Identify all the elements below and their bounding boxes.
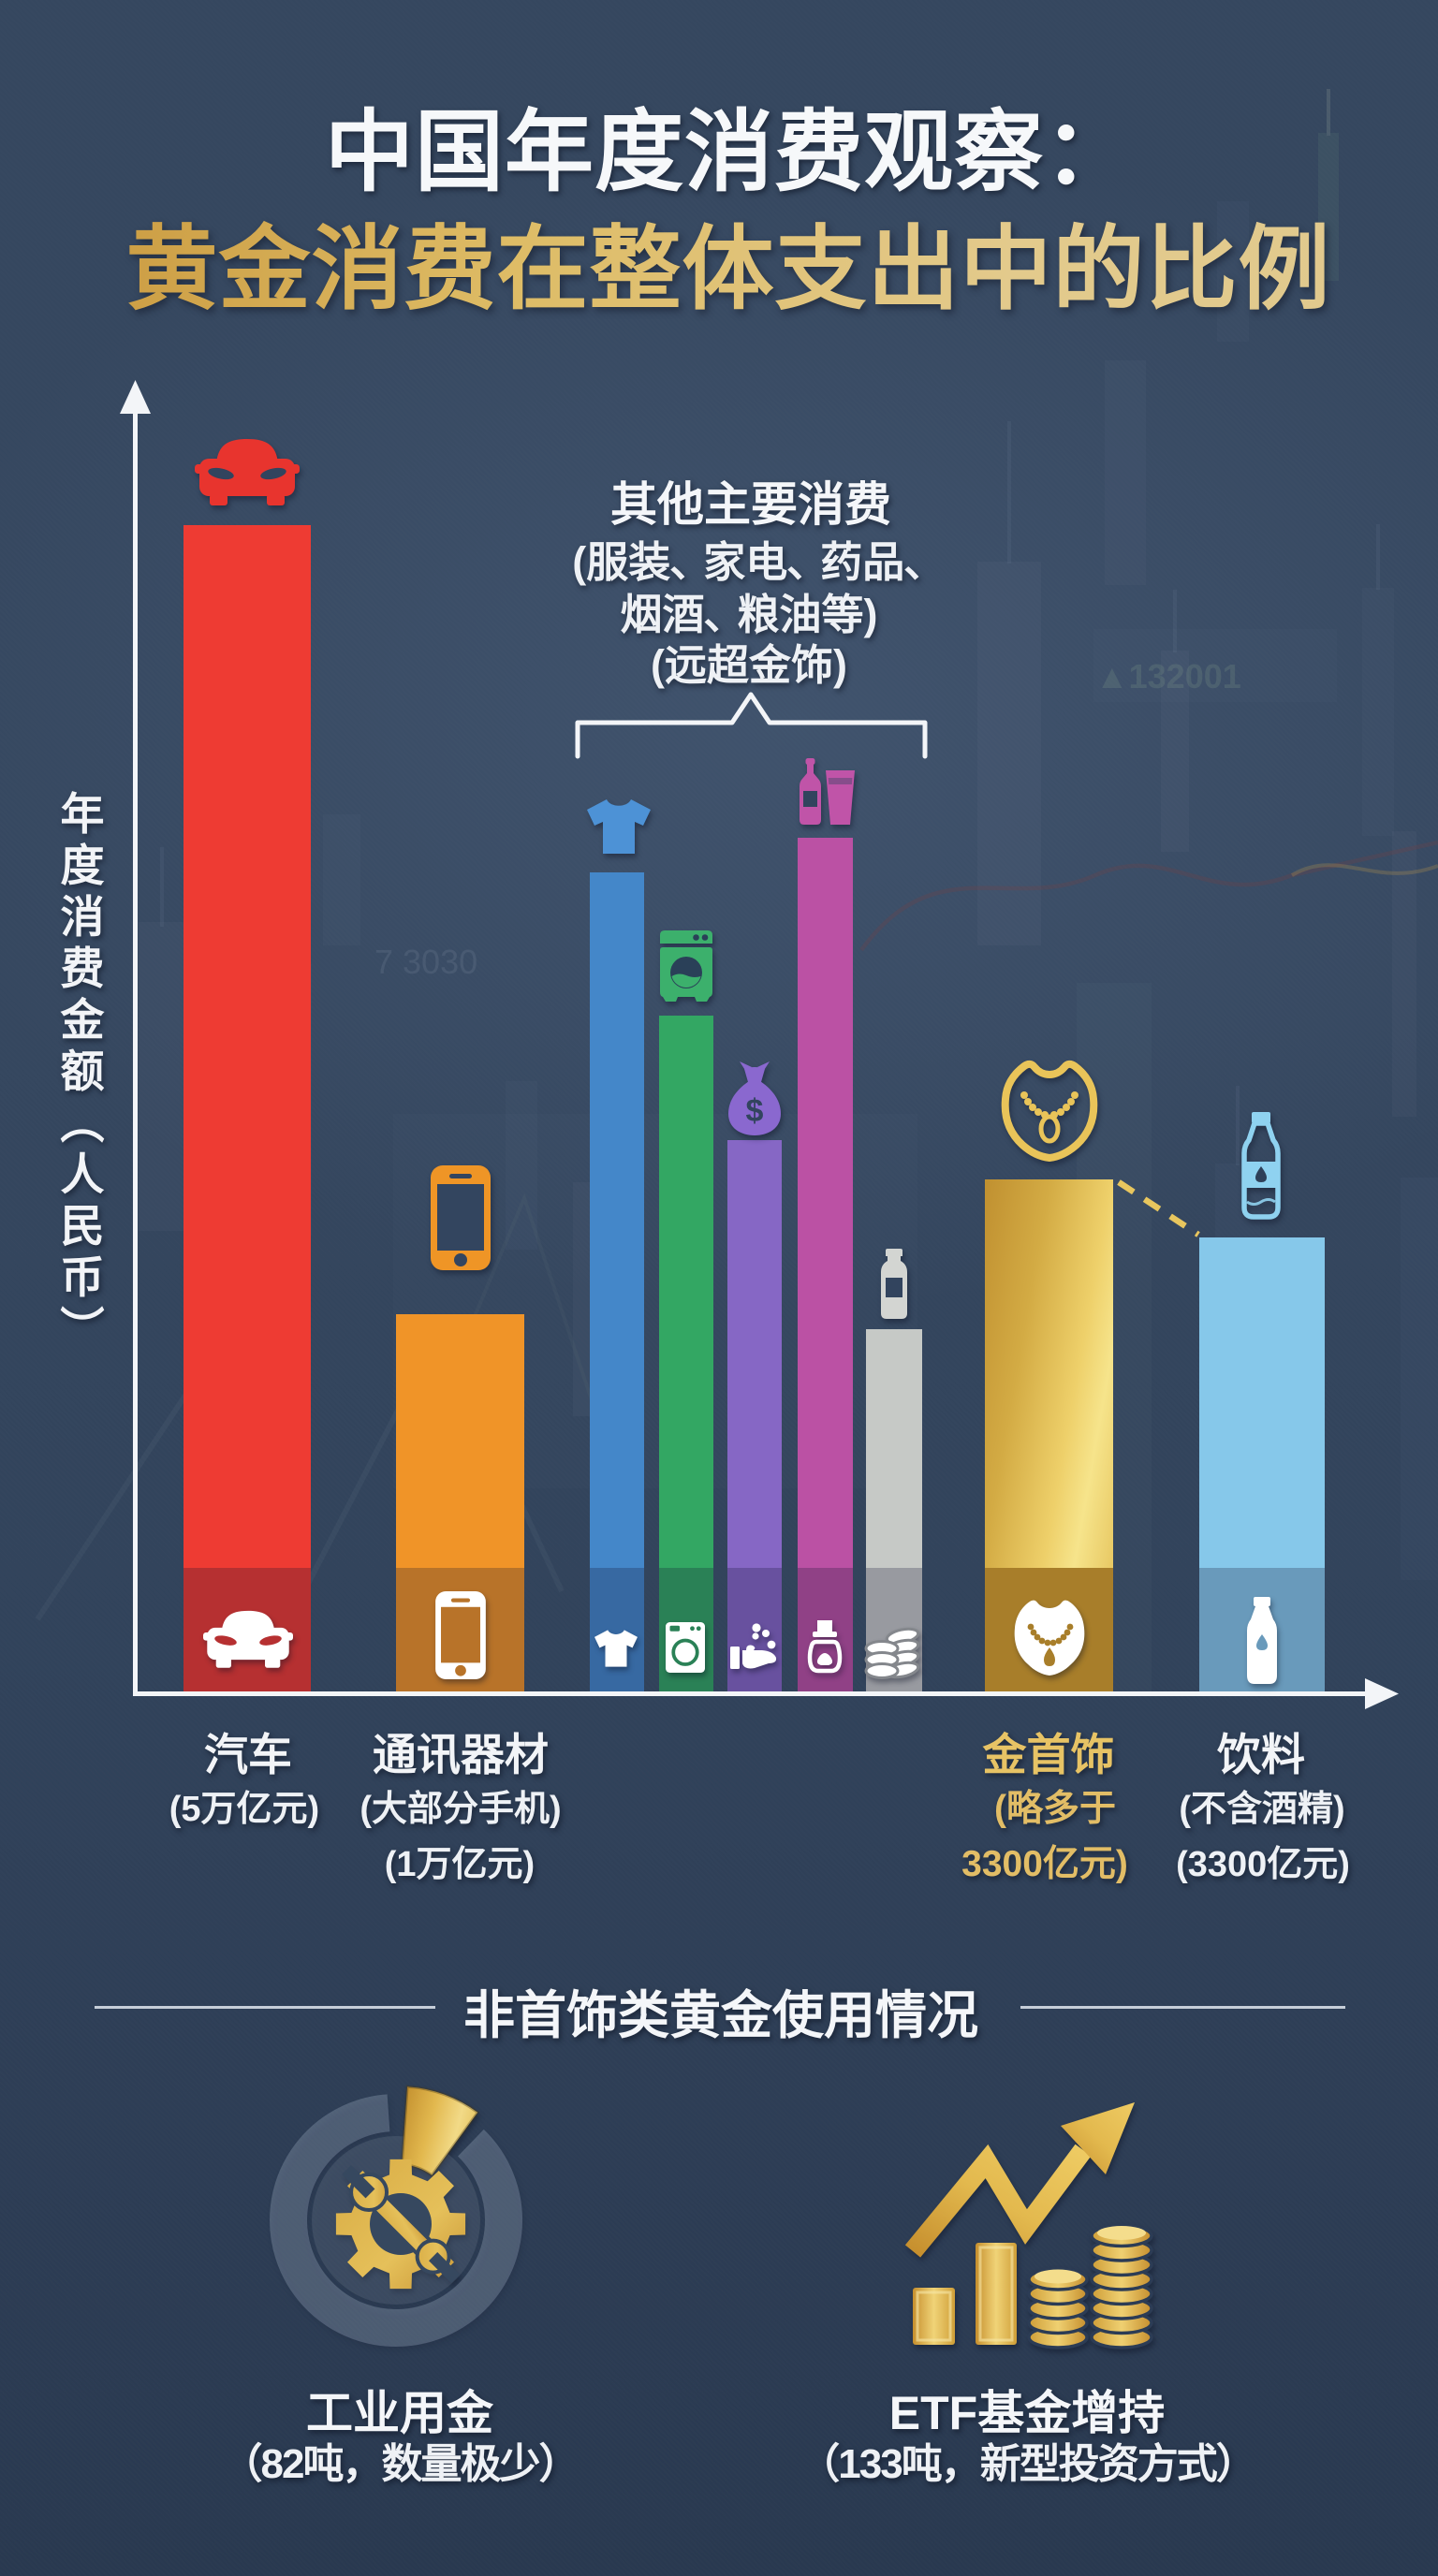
svg-text:$: $	[746, 1093, 764, 1129]
svg-text:7 3030: 7 3030	[374, 943, 477, 981]
svg-text:▲132001: ▲132001	[1095, 657, 1241, 695]
